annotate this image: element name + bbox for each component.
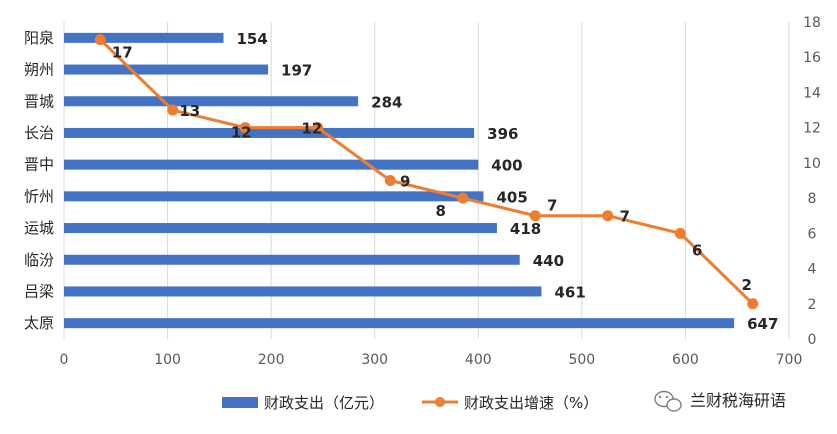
growth-point [167, 104, 179, 116]
right-tick-label: 12 [803, 121, 821, 137]
bar-value-label: 284 [371, 93, 402, 111]
legend-bar-swatch [222, 397, 258, 408]
category-label: 忻州 [24, 187, 54, 205]
bar-value-label: 400 [491, 157, 522, 175]
right-tick-label: 0 [808, 332, 817, 348]
growth-line [99, 38, 754, 305]
grid-lines [63, 22, 790, 339]
bar [64, 159, 479, 170]
legend-line-label: 财政支出增速（%） [464, 394, 598, 412]
bar-value-label: 418 [510, 220, 541, 238]
category-label: 阳泉 [24, 29, 54, 47]
category-label: 朔州 [24, 61, 54, 79]
right-tick-label: 18 [803, 15, 821, 31]
bar [64, 96, 359, 107]
bar-value-label: 461 [554, 283, 585, 301]
category-label: 晋中 [24, 156, 54, 174]
growth-line-series [94, 34, 759, 310]
bar [64, 191, 484, 202]
x-axis-ticks: 0 100 200 300 400 500 600 700 [60, 352, 803, 368]
right-tick-label: 10 [803, 156, 821, 172]
bar [64, 64, 269, 75]
bar [64, 286, 542, 297]
category-label: 太原 [24, 314, 54, 332]
growth-value-label: 13 [179, 102, 200, 120]
bar-value-label: 647 [747, 315, 778, 333]
right-tick-label: 4 [808, 262, 817, 278]
x-tick-label: 500 [568, 352, 595, 368]
bar-value-label: 396 [487, 125, 518, 143]
category-label: 临汾 [24, 251, 54, 269]
watermark-text: 兰财税海研语 [690, 391, 786, 410]
growth-point [674, 227, 686, 239]
growth-point [457, 192, 469, 204]
right-tick-label: 16 [803, 50, 821, 66]
growth-point [384, 175, 396, 186]
legend-line-marker [435, 397, 445, 407]
bar [64, 223, 497, 234]
growth-value-label: 7 [620, 208, 630, 226]
x-tick-label: 400 [465, 352, 492, 368]
growth-point [529, 210, 541, 222]
bar-value-label: 405 [496, 188, 527, 206]
growth-point [312, 122, 324, 134]
bar-value-labels: 154 197 284 396 400 405 418 440 461 647 [237, 30, 779, 333]
category-label: 吕梁 [24, 282, 54, 300]
growth-value-label: 7 [547, 197, 557, 215]
x-tick-label: 700 [776, 352, 803, 368]
growth-point [94, 34, 106, 46]
x-tick-label: 100 [154, 352, 181, 368]
growth-value-label: 12 [231, 124, 252, 142]
right-axis-ticks: 0 2 4 6 8 10 12 14 16 18 [803, 15, 821, 348]
category-label: 晋城 [24, 92, 54, 110]
bar-value-label: 154 [237, 30, 268, 48]
wechat-icon [654, 390, 682, 412]
legend: 财政支出（亿元） 财政支出增速（%） [222, 394, 598, 412]
bar [64, 254, 520, 265]
growth-point [747, 298, 759, 310]
category-label: 长治 [24, 124, 54, 142]
category-label: 运城 [24, 219, 54, 237]
x-tick-label: 600 [672, 352, 699, 368]
x-tick-label: 300 [361, 352, 388, 368]
growth-value-labels: 17 13 12 12 9 8 7 7 6 2 [112, 44, 752, 294]
bar [64, 318, 735, 329]
growth-point [239, 122, 251, 134]
x-tick-label: 200 [258, 352, 285, 368]
growth-value-label: 8 [436, 202, 446, 220]
right-tick-label: 8 [808, 191, 817, 207]
growth-point [602, 210, 614, 222]
bars [64, 32, 735, 329]
bar-value-label: 440 [533, 252, 564, 270]
growth-value-label: 6 [692, 241, 702, 259]
right-tick-label: 14 [803, 85, 821, 101]
growth-value-label: 9 [400, 173, 410, 191]
x-tick-label: 0 [60, 352, 69, 368]
bar-value-label: 197 [281, 62, 312, 80]
legend-bar-label: 财政支出（亿元） [264, 394, 384, 412]
bar [64, 127, 475, 138]
right-tick-label: 2 [808, 297, 817, 313]
growth-value-label: 12 [301, 120, 322, 138]
growth-value-label: 2 [742, 276, 752, 294]
right-tick-label: 6 [808, 226, 817, 242]
watermark: 兰财税海研语 [654, 390, 786, 412]
growth-value-label: 17 [112, 44, 133, 62]
bar [64, 32, 224, 43]
